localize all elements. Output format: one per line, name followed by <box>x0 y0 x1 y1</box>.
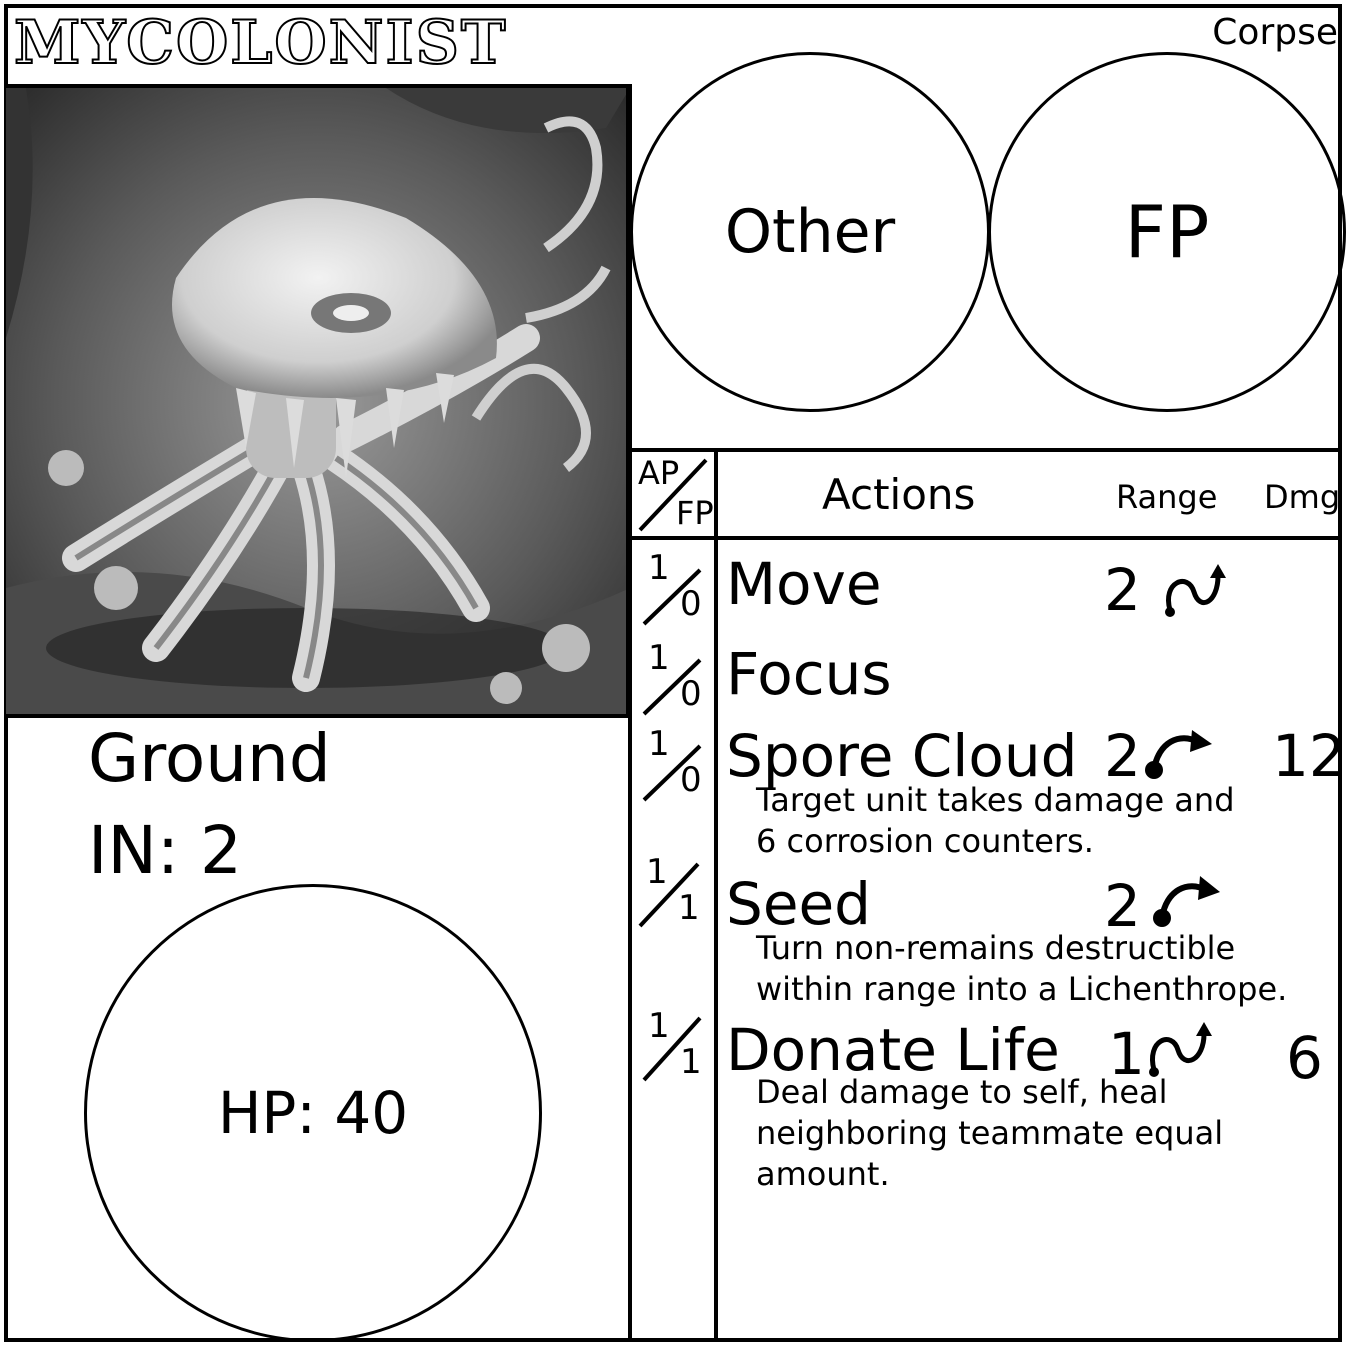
cost-column-divider <box>714 450 718 1342</box>
fp-badge: FP <box>988 52 1346 412</box>
cost-fp: 0 <box>680 674 702 714</box>
cost-seed: 1 1 <box>636 852 710 932</box>
action-range-donate-life: 1 <box>1108 1020 1145 1088</box>
cost-fp: 0 <box>680 584 702 624</box>
card-title: MYCOLONIST <box>13 7 508 79</box>
center-divider <box>628 84 632 1342</box>
desc-line: 6 corrosion counters. <box>756 822 1094 860</box>
desc-line: Turn non-remains destructible <box>756 929 1236 967</box>
movement-type: Ground <box>88 720 331 797</box>
cost-fp: 1 <box>680 1042 702 1082</box>
card-type-label: Corpse <box>1212 12 1338 53</box>
desc-line: Target unit takes damage and <box>756 781 1235 819</box>
action-range-seed: 2 <box>1104 872 1141 940</box>
desc-line: amount. <box>756 1155 890 1193</box>
cost-header-ap: AP <box>638 454 680 492</box>
action-desc-spore-cloud: Target unit takes damage and 6 corrosion… <box>756 780 1235 862</box>
title-divider <box>4 84 632 88</box>
action-desc-seed: Turn non-remains destructible within ran… <box>756 928 1287 1010</box>
desc-line: within range into a Lichenthrope. <box>756 970 1288 1008</box>
action-name-donate-life: Donate Life <box>726 1016 1060 1084</box>
arc-arrow-icon <box>1153 876 1220 927</box>
action-dmg-spore-cloud: 12 <box>1272 722 1346 790</box>
other-badge: Other <box>630 52 990 412</box>
cost-focus: 1 0 <box>638 638 712 718</box>
cost-ap: 1 <box>648 638 670 678</box>
arc-arrow-icon <box>1145 730 1212 779</box>
header-actions: Actions <box>822 470 976 519</box>
cost-fp: 0 <box>680 760 702 800</box>
action-name-spore-cloud: Spore Cloud <box>726 722 1078 790</box>
hp-label: HP: 40 <box>217 1079 409 1147</box>
cost-ap: 1 <box>648 724 670 764</box>
hp-badge: HP: 40 <box>84 884 542 1342</box>
table-header-line <box>630 536 1342 540</box>
cost-fp: 1 <box>678 888 700 928</box>
cost-spore-cloud: 1 0 <box>638 724 712 804</box>
action-desc-donate-life: Deal damage to self, heal neighboring te… <box>756 1072 1223 1195</box>
action-dmg-donate-life: 6 <box>1286 1024 1323 1092</box>
other-label: Other <box>724 197 896 267</box>
desc-line: Deal damage to self, heal <box>756 1073 1168 1111</box>
action-range-spore-cloud: 2 <box>1104 722 1141 790</box>
action-range-move: 2 <box>1104 556 1141 624</box>
action-name-focus: Focus <box>726 640 892 708</box>
table-top-line <box>630 448 1342 452</box>
desc-line: neighboring teammate equal <box>756 1114 1224 1152</box>
cost-move: 1 0 <box>638 548 712 628</box>
cost-donate-life: 1 1 <box>638 1006 712 1086</box>
cost-ap: 1 <box>648 1006 670 1046</box>
header-range: Range <box>1116 478 1218 516</box>
action-name-seed: Seed <box>726 870 871 938</box>
cost-header: AP FP <box>634 452 714 536</box>
cost-ap: 1 <box>648 548 670 588</box>
curve-arrow-icon <box>1165 564 1226 617</box>
cost-ap: 1 <box>646 852 668 892</box>
fp-label: FP <box>1124 190 1210 274</box>
initiative-stat: IN: 2 <box>88 812 243 889</box>
creature-artwork <box>6 88 630 718</box>
action-name-move: Move <box>726 550 882 618</box>
cost-header-fp: FP <box>676 494 714 532</box>
curve-arrow-icon <box>1149 1022 1212 1077</box>
header-dmg: Dmg <box>1264 478 1341 516</box>
